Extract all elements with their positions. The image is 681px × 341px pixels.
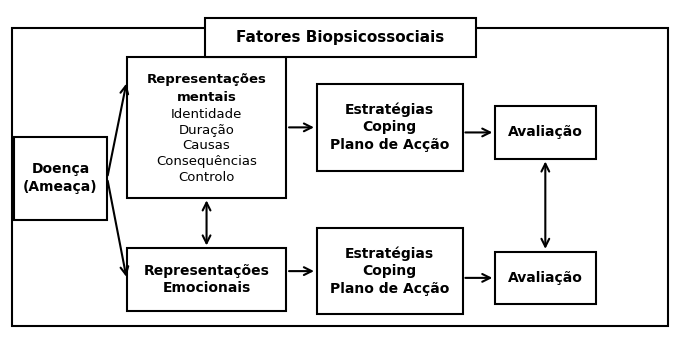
FancyBboxPatch shape	[317, 228, 462, 314]
Text: Avaliação: Avaliação	[508, 271, 583, 285]
FancyBboxPatch shape	[127, 57, 286, 197]
FancyBboxPatch shape	[12, 28, 668, 326]
Text: Identidade: Identidade	[171, 108, 242, 121]
Text: Plano de Acção: Plano de Acção	[330, 282, 449, 296]
Text: Controlo: Controlo	[178, 170, 235, 183]
FancyBboxPatch shape	[205, 18, 476, 57]
Text: Representações: Representações	[144, 264, 270, 278]
Text: Duração: Duração	[178, 124, 234, 137]
Text: mentais: mentais	[176, 91, 236, 104]
Text: Coping: Coping	[362, 264, 417, 278]
Text: Coping: Coping	[362, 120, 417, 134]
Text: Doença: Doença	[31, 162, 89, 176]
FancyBboxPatch shape	[127, 248, 286, 311]
Text: Avaliação: Avaliação	[508, 125, 583, 139]
Text: Fatores Biopsicossociais: Fatores Biopsicossociais	[236, 30, 445, 45]
FancyBboxPatch shape	[495, 106, 595, 159]
FancyBboxPatch shape	[317, 84, 462, 170]
Text: Emocionais: Emocionais	[163, 281, 251, 295]
FancyBboxPatch shape	[495, 252, 595, 304]
Text: Consequências: Consequências	[156, 155, 257, 168]
Text: (Ameaça): (Ameaça)	[23, 180, 97, 194]
Text: Plano de Acção: Plano de Acção	[330, 138, 449, 152]
Text: Causas: Causas	[183, 139, 230, 152]
Text: Representações: Representações	[146, 73, 266, 86]
Text: Estratégias: Estratégias	[345, 246, 434, 261]
Text: Estratégias: Estratégias	[345, 103, 434, 117]
FancyBboxPatch shape	[14, 137, 107, 220]
